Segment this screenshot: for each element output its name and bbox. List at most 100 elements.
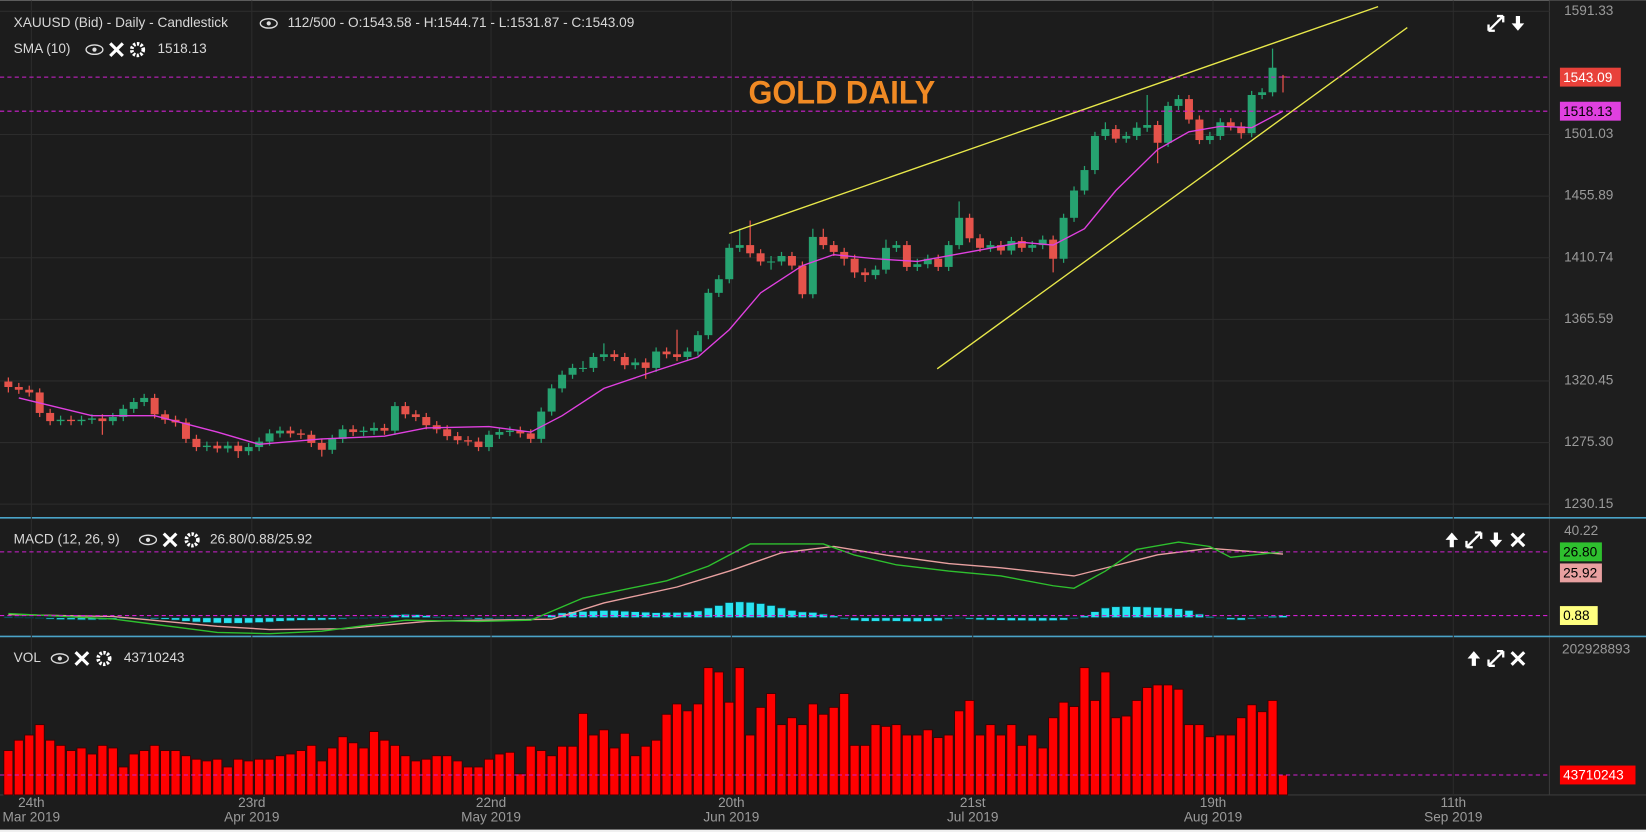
volume-bar [212,758,223,796]
close-icon[interactable] [1510,651,1526,666]
volume-bar [452,760,463,796]
histogram-bar [703,607,713,619]
histogram-bar [1236,617,1246,621]
y-tick-label: 202928893 [1562,642,1630,657]
volume-bar [3,750,14,796]
trendline [936,27,1408,370]
candle-body [286,430,295,434]
histogram-bar [661,611,672,619]
histogram-bar [285,617,296,622]
expand-icon[interactable] [1487,14,1505,32]
volume-bar [933,737,944,796]
candle-body [119,408,128,418]
candle-body [1017,241,1026,248]
expand-icon[interactable] [1487,649,1505,667]
volume-bar [463,766,473,796]
eye-icon[interactable] [259,17,278,29]
histogram-bar [735,601,745,619]
volume-bar [1027,734,1038,796]
x-tick-month-label: Apr 2019 [224,810,279,825]
volume-bar [964,700,975,796]
volume-bar [170,750,181,796]
volume-bar [107,747,118,796]
close-icon[interactable] [109,42,124,58]
move-down-icon[interactable] [1489,532,1503,548]
histogram-bar [1132,606,1142,619]
sma-value: 1518.13 [157,41,206,56]
volume-bar [1058,701,1069,796]
histogram-bar [891,617,902,622]
annotation: GOLD DAILY [748,74,935,110]
candle-body [1258,92,1267,95]
candle-body [453,436,462,441]
histogram-bar [358,617,369,619]
candle-body [1226,122,1235,127]
volume-bar [66,750,76,796]
volume-bar [703,667,714,796]
candle-body [652,351,661,368]
move-up-icon[interactable] [1467,651,1481,666]
histogram-bar [985,617,996,621]
settings-icon[interactable] [129,42,146,58]
volume-bar [598,729,609,796]
close-icon[interactable] [1510,532,1526,548]
volume-bar [1246,704,1257,796]
eye-icon-pupil [92,47,97,52]
histogram-bar [379,616,390,619]
candle-body [1205,135,1214,141]
settings-icon[interactable] [184,532,200,548]
histogram-bar [850,617,860,622]
expand-icon[interactable] [1465,531,1483,549]
volume-bar [734,667,745,796]
candle-body [56,419,65,422]
eye-icon[interactable] [138,534,158,546]
histogram-last-label-box [1559,606,1598,625]
macd-last-label-box [1559,542,1602,562]
volume-bar [34,724,45,796]
candle-body [67,419,76,422]
y-tick-label: 1365.59 [1564,311,1613,326]
histogram-bar [473,617,484,620]
histogram-bar [724,602,734,619]
volume-bar [484,758,494,796]
volume-last-label: 43710243 [1563,768,1624,783]
candle-body [1038,239,1047,246]
candle-body [1059,217,1068,259]
histogram-bar [327,617,337,621]
candle-body [223,445,232,449]
volume-bar [222,766,233,796]
candle-body [328,438,337,450]
close-icon[interactable] [162,532,178,548]
candle-body [181,422,190,439]
histogram-bar [296,617,306,621]
candle-body [693,335,702,352]
histogram-bar [1267,615,1278,619]
candle-body [213,445,222,449]
eye-icon[interactable] [50,653,69,664]
candle-body [192,438,201,448]
volume-bar [1048,717,1059,796]
candle-body [599,354,608,357]
histogram-bar [348,617,358,619]
macd-last-label: 26.80 [1563,545,1598,560]
candle-body [526,433,535,439]
histogram-bar [1184,609,1194,619]
x-tick-label: 11th [1441,795,1467,810]
histogram-bar [766,604,776,619]
move-down-icon[interactable] [1511,16,1525,31]
volume-bar [139,750,150,796]
close-icon[interactable] [74,651,90,666]
histogram-bar [181,617,191,622]
volume-bar [891,724,902,796]
eye-icon[interactable] [85,44,104,56]
settings-icon[interactable] [96,650,112,667]
last-price-label-box [1559,67,1621,87]
candle-body [140,397,149,403]
macd-info: 26.80/0.88/25.92 [210,531,312,546]
candle-body [1080,170,1089,191]
x-tick-label: 23rd [238,795,265,810]
histogram-bar [745,601,755,619]
histogram-bar [944,617,954,620]
histogram-bar [1153,606,1163,619]
candle-body [1216,122,1225,136]
